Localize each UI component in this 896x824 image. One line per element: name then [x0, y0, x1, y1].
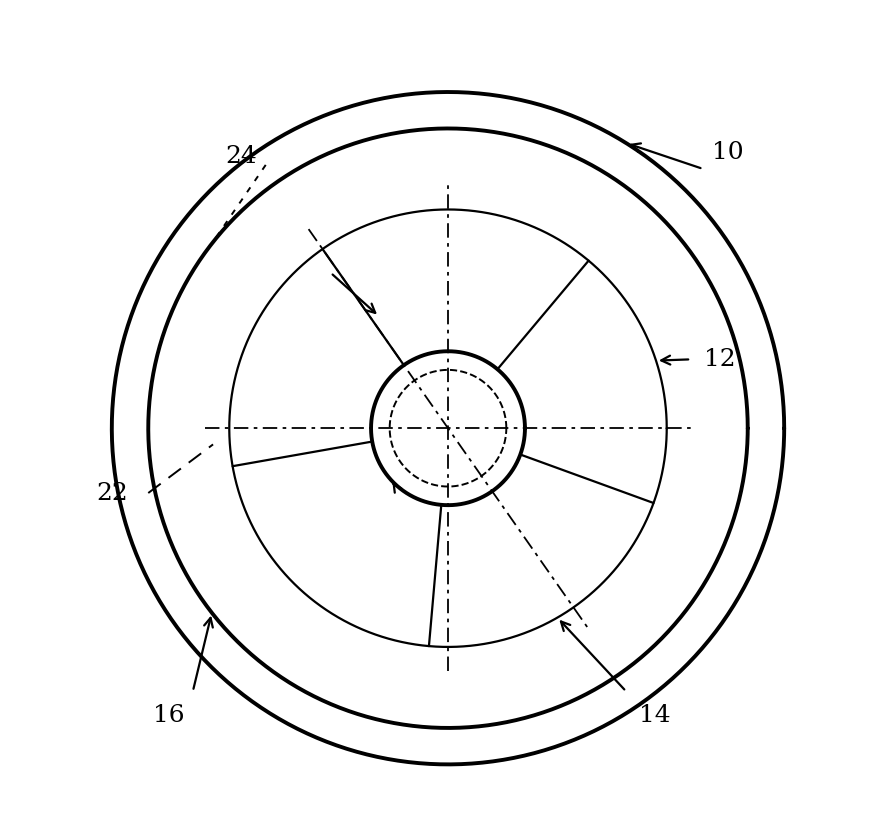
Text: 14: 14 — [639, 705, 670, 728]
Text: 24: 24 — [226, 145, 257, 168]
Text: 12: 12 — [703, 348, 736, 371]
Text: 10: 10 — [711, 141, 744, 164]
Text: 16: 16 — [152, 705, 185, 728]
Text: 22: 22 — [96, 481, 127, 504]
